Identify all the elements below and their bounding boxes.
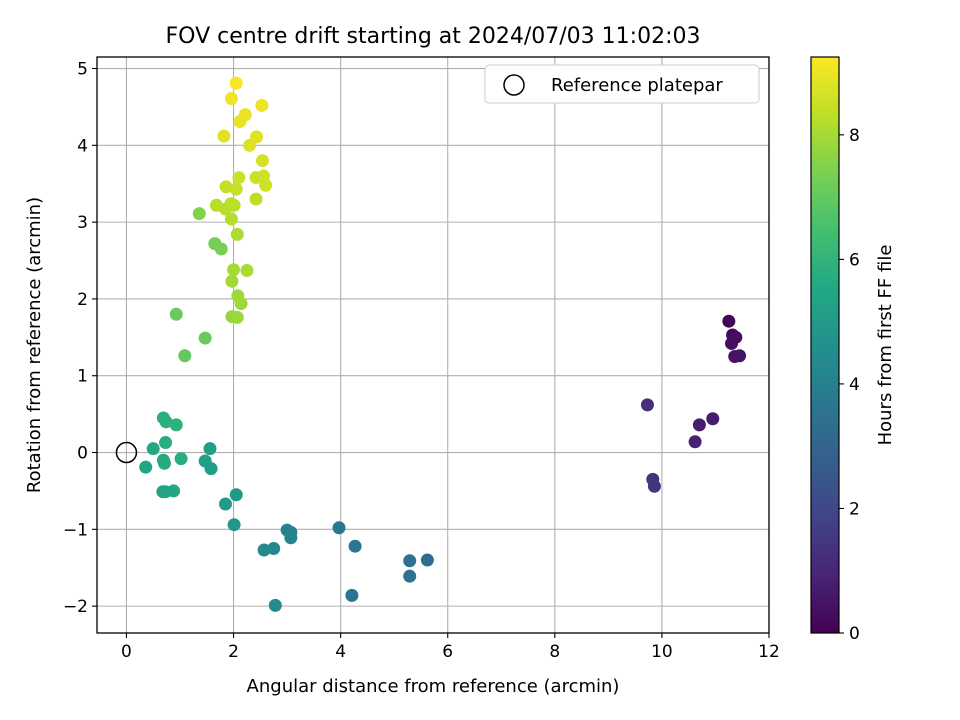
colorbar-tick-label: 0 bbox=[849, 624, 860, 644]
data-point bbox=[230, 310, 244, 324]
data-point bbox=[249, 192, 263, 206]
data-point bbox=[332, 521, 346, 535]
data-point bbox=[725, 336, 739, 350]
colorbar-tick-label: 6 bbox=[849, 250, 860, 270]
colorbar-tick-label: 4 bbox=[849, 375, 860, 395]
grid-lines bbox=[97, 57, 770, 633]
data-point bbox=[198, 331, 212, 345]
y-tick-label: 5 bbox=[77, 60, 88, 80]
x-tick-label: 10 bbox=[651, 642, 673, 662]
chart-title: FOV centre drift starting at 2024/07/03 … bbox=[166, 24, 701, 49]
data-point bbox=[345, 588, 359, 602]
data-point bbox=[647, 479, 661, 493]
data-point bbox=[169, 307, 183, 321]
y-tick-label: 0 bbox=[77, 444, 88, 464]
y-tick-label: 1 bbox=[77, 367, 88, 387]
data-point bbox=[224, 212, 238, 226]
x-tick-label: 8 bbox=[549, 642, 560, 662]
data-point bbox=[159, 415, 173, 429]
reference-marker-layer bbox=[115, 441, 138, 464]
data-point bbox=[231, 289, 245, 303]
data-point bbox=[722, 314, 736, 328]
data-point bbox=[214, 242, 228, 256]
colorbar-ticks: 0 2 4 6 8 bbox=[839, 126, 860, 644]
data-point bbox=[267, 542, 281, 556]
data-point bbox=[238, 108, 252, 122]
data-point bbox=[178, 349, 192, 363]
data-point bbox=[692, 418, 706, 432]
x-tick-label: 0 bbox=[121, 642, 132, 662]
data-point bbox=[159, 436, 173, 450]
x-axis-ticks: 0 2 4 6 8 10 12 bbox=[121, 633, 780, 662]
colorbar-tick-label: 2 bbox=[849, 499, 860, 519]
data-point bbox=[255, 154, 269, 168]
y-tick-label: −1 bbox=[63, 520, 88, 540]
data-point bbox=[250, 130, 264, 144]
legend-entry-reference-platepar: Reference platepar bbox=[551, 75, 723, 96]
x-tick-label: 12 bbox=[758, 642, 780, 662]
legend: Reference platepar bbox=[484, 64, 760, 104]
data-point bbox=[219, 180, 233, 194]
data-point bbox=[139, 460, 153, 474]
data-point bbox=[174, 452, 188, 466]
colorbar-label: Hours from first FF file bbox=[875, 245, 896, 446]
data-point bbox=[227, 198, 241, 212]
data-point bbox=[403, 554, 417, 568]
plot-frame bbox=[96, 56, 770, 634]
data-point bbox=[259, 178, 273, 192]
data-point bbox=[217, 129, 231, 143]
data-point bbox=[192, 207, 206, 221]
data-point bbox=[232, 171, 246, 185]
x-tick-label: 4 bbox=[335, 642, 346, 662]
data-point bbox=[403, 569, 417, 583]
data-point bbox=[255, 98, 269, 112]
data-point bbox=[229, 488, 243, 502]
y-tick-label: 2 bbox=[77, 290, 88, 310]
data-point bbox=[348, 539, 362, 553]
data-point bbox=[167, 484, 181, 498]
data-point bbox=[203, 442, 217, 456]
data-point bbox=[225, 274, 239, 288]
data-point bbox=[229, 182, 243, 196]
colorbar-gradient bbox=[810, 56, 840, 634]
colorbar-tick-label: 8 bbox=[849, 126, 860, 146]
data-point bbox=[146, 442, 160, 456]
data-point bbox=[169, 418, 183, 432]
data-point bbox=[219, 497, 233, 511]
data-point bbox=[198, 454, 212, 468]
legend-reference-marker bbox=[503, 74, 525, 96]
data-point bbox=[224, 91, 238, 105]
data-point bbox=[420, 553, 434, 567]
data-point bbox=[157, 456, 171, 470]
data-point bbox=[688, 435, 702, 449]
y-tick-label: 4 bbox=[77, 136, 88, 156]
data-point bbox=[240, 264, 254, 278]
data-point bbox=[706, 412, 720, 426]
data-point bbox=[229, 76, 243, 90]
y-tick-label: 3 bbox=[77, 213, 88, 233]
data-point bbox=[733, 349, 747, 363]
x-tick-label: 2 bbox=[228, 642, 239, 662]
x-tick-label: 6 bbox=[442, 642, 453, 662]
data-point bbox=[257, 543, 271, 557]
data-point bbox=[284, 531, 298, 545]
y-axis-label: Rotation from reference (arcmin) bbox=[24, 197, 45, 493]
data-point bbox=[640, 398, 654, 412]
data-point bbox=[268, 598, 282, 612]
data-point bbox=[230, 227, 244, 241]
data-point bbox=[227, 263, 241, 277]
y-axis-ticks: −2 −1 0 1 2 3 4 5 bbox=[63, 60, 97, 617]
data-points bbox=[139, 76, 747, 612]
x-axis-label: Angular distance from reference (arcmin) bbox=[247, 676, 620, 697]
legend-box bbox=[484, 64, 760, 104]
reference-platepar-marker bbox=[115, 441, 138, 464]
y-tick-label: −2 bbox=[63, 597, 88, 617]
data-point bbox=[227, 518, 241, 532]
colorbar: 0 2 4 6 8 Hours from first FF file bbox=[810, 56, 896, 644]
